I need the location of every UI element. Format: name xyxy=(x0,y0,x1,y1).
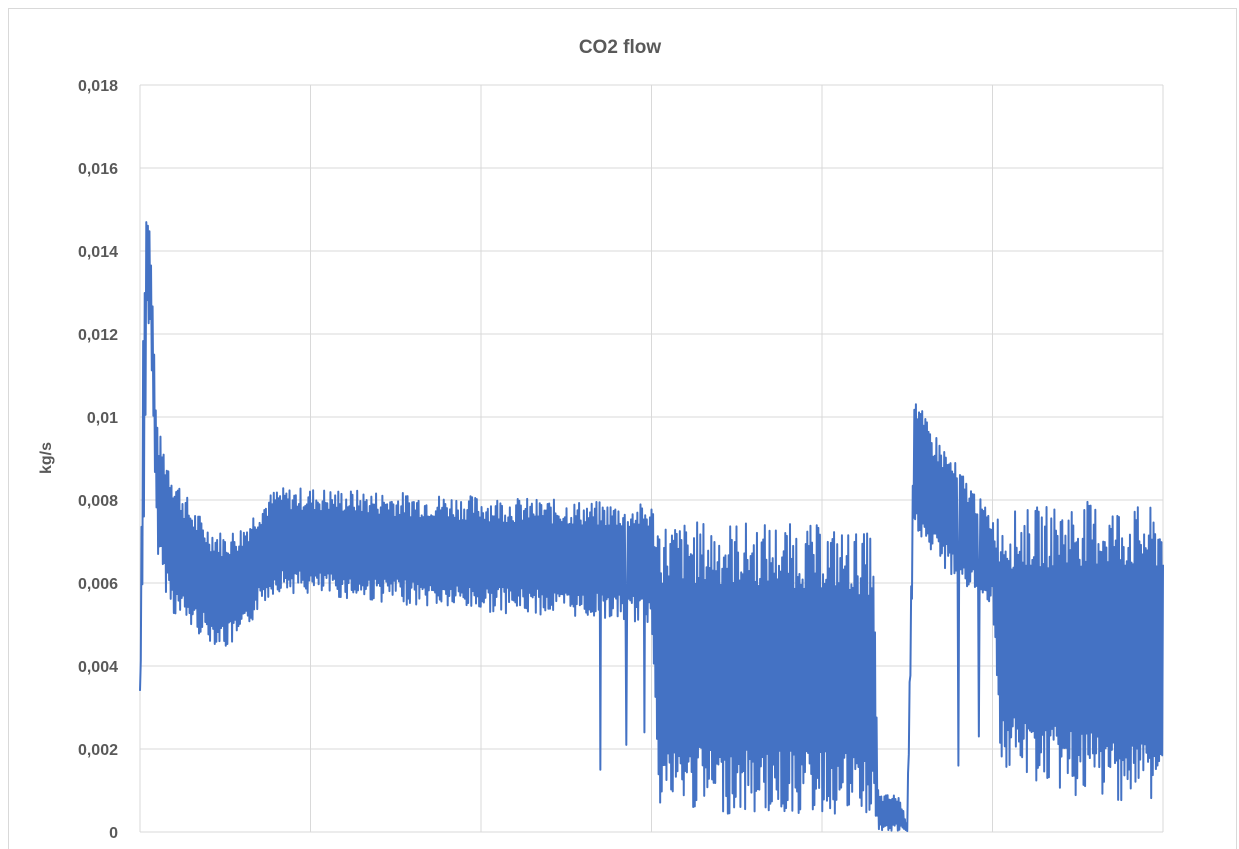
y-axis-label: kg/s xyxy=(38,442,55,474)
y-tick-label: 0,014 xyxy=(78,244,118,261)
y-tick-label: 0,002 xyxy=(78,742,118,759)
y-tick-label: 0,018 xyxy=(78,78,118,95)
co2-flow-series-line xyxy=(139,221,1164,833)
grid xyxy=(139,84,1164,833)
y-tick-label: 0,008 xyxy=(78,493,118,510)
y-tick-label: 0,012 xyxy=(78,327,118,344)
y-axis-ticks: 0 0,002 0,004 0,006 0,008 0,01 0,012 0,014 0,016… xyxy=(78,78,118,842)
y-tick-label: 0,004 xyxy=(78,659,118,676)
chart-title: CO2 flow xyxy=(579,37,662,58)
y-tick-label: 0,01 xyxy=(87,410,118,427)
series-layer xyxy=(139,221,1164,833)
y-tick-label: 0,016 xyxy=(78,161,118,178)
y-tick-label: 0,006 xyxy=(78,576,118,593)
y-tick-label: 0 xyxy=(109,825,118,842)
